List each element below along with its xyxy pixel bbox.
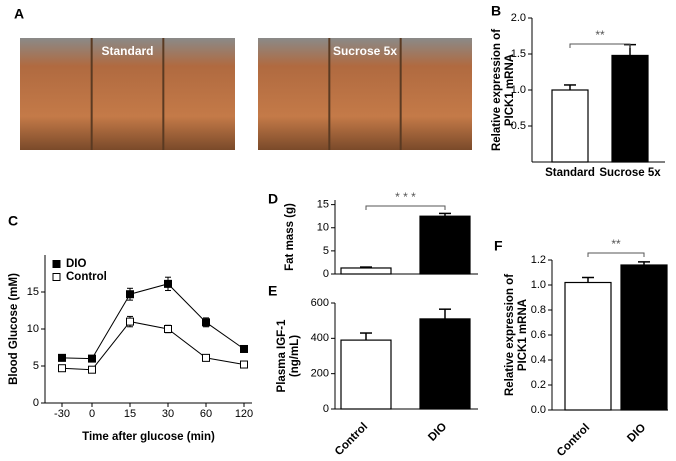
marker	[58, 364, 66, 373]
y-tick-label: 400	[311, 332, 329, 344]
y-tick-label: 5	[323, 245, 329, 257]
marker	[240, 344, 248, 353]
y-tick-label: 15	[317, 199, 329, 211]
y-tick-label: 1.0	[531, 279, 546, 291]
significance: **	[611, 237, 621, 251]
x-tick-label: 0	[89, 408, 95, 420]
x-tick-label: -30	[54, 408, 70, 420]
marker	[126, 290, 134, 299]
panel-letter: F	[494, 238, 503, 254]
significance-bracket	[365, 205, 446, 210]
bar	[340, 339, 392, 410]
photo	[20, 38, 235, 150]
bar	[620, 264, 668, 411]
significance-bracket	[569, 43, 631, 48]
bar	[340, 267, 392, 275]
y-tick-label: 1.0	[511, 84, 526, 96]
x-tick-label: 30	[162, 408, 174, 420]
marker	[164, 325, 172, 333]
photo	[258, 38, 472, 150]
y-tick-label: 0	[323, 403, 329, 415]
y-tick-label: 10	[317, 222, 329, 234]
y-tick-label: 0.4	[531, 354, 546, 366]
marker	[202, 318, 210, 327]
x-tick-label: DIO	[426, 421, 449, 444]
bar	[551, 89, 589, 163]
x-tick-label: DIO	[625, 422, 648, 445]
y-tick-label: 0	[323, 268, 329, 280]
panel-letter: A	[14, 6, 24, 22]
bar	[419, 215, 471, 275]
x-axis-label: Time after glucose (min)	[82, 431, 215, 443]
x-tick-label: Control	[333, 421, 370, 458]
y-axis-label: PICK1 mRNA	[517, 299, 529, 371]
panel-letter: C	[8, 213, 18, 229]
marker	[164, 279, 172, 288]
y-tick-label: 10	[27, 323, 39, 335]
bar	[611, 54, 649, 163]
y-axis-label: Relative expression of	[491, 29, 503, 151]
y-tick-label: 600	[311, 297, 329, 309]
y-axis-label: Fat mass (g)	[284, 203, 296, 271]
y-tick-label: 0.5	[511, 120, 526, 132]
significance: **	[595, 28, 605, 42]
y-tick-label: 5	[33, 360, 39, 372]
x-tick-label: 120	[235, 408, 253, 420]
marker	[126, 317, 134, 326]
bar	[564, 281, 612, 411]
x-tick-label: 60	[200, 408, 212, 420]
y-tick-label: 2.0	[511, 12, 526, 24]
y-axis-label: Plasma IGF-1	[276, 319, 288, 392]
panel-letter: E	[268, 283, 277, 299]
photo-label: Sucrose 5x	[333, 44, 397, 58]
y-axis-label: Relative expression of	[504, 274, 516, 396]
y-tick-label: 0.0	[531, 404, 546, 416]
significance: * * *	[395, 190, 416, 204]
y-tick-label: 1.5	[511, 48, 526, 60]
y-tick-label: 0	[33, 397, 39, 409]
y-tick-label: 0.6	[531, 329, 546, 341]
x-tick-label: Sucrose 5x	[599, 167, 661, 179]
x-tick-label: 15	[124, 408, 136, 420]
legend-marker	[52, 260, 61, 268]
line	[61, 321, 245, 371]
line	[61, 283, 245, 360]
legend-label: DIO	[66, 258, 87, 270]
marker	[58, 353, 66, 362]
panel-letter: D	[268, 191, 278, 207]
x-tick-label: Control	[555, 422, 592, 459]
y-axis-label: (ng/mL)	[289, 335, 301, 377]
x-tick-label: Standard	[545, 167, 595, 179]
bar	[419, 318, 471, 410]
marker	[88, 365, 96, 374]
y-axis-label: Blood Glucose (mM)	[8, 273, 20, 385]
marker	[88, 354, 96, 363]
y-tick-label: 15	[27, 286, 39, 298]
legend-marker	[52, 273, 61, 281]
significance-bracket	[587, 252, 645, 257]
y-axis-label: PICK1 mRNA	[504, 54, 516, 126]
y-tick-label: 0.8	[531, 304, 546, 316]
panel-letter: B	[491, 3, 501, 19]
photo-label: Standard	[101, 44, 153, 58]
y-tick-label: 1.2	[531, 254, 546, 266]
y-tick-label: 0.2	[531, 379, 546, 391]
marker	[240, 360, 248, 369]
legend-label: Control	[66, 271, 107, 283]
marker	[202, 353, 210, 362]
y-tick-label: 200	[311, 368, 329, 380]
